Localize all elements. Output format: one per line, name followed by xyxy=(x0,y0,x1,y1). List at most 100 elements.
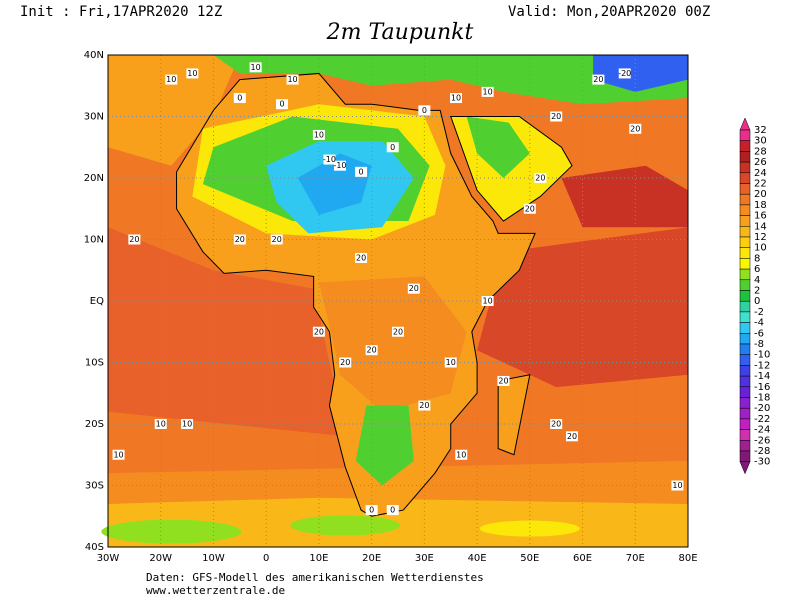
colorbar-band xyxy=(739,247,751,259)
contour-label: 20 xyxy=(367,346,377,355)
colorbar-band xyxy=(739,311,751,323)
madagascar xyxy=(498,374,530,455)
contour-label: 10 xyxy=(187,69,197,78)
colorbar-band xyxy=(739,429,751,441)
contour-label: 20 xyxy=(314,327,324,336)
contour-label: 10 xyxy=(287,75,297,84)
colorbar-band xyxy=(739,386,751,398)
longitude-label: 30E xyxy=(415,553,434,564)
contour-label-box xyxy=(233,234,246,245)
contour-label-box xyxy=(444,357,457,368)
contour-label-box xyxy=(355,166,368,177)
contour-label: 20 xyxy=(535,174,545,183)
contour-label-box xyxy=(270,234,283,245)
contour-label: 20 xyxy=(235,235,245,244)
contour-label: 10 xyxy=(456,450,466,459)
contour-label: 20 xyxy=(593,75,603,84)
contour-label: 0 xyxy=(390,506,395,515)
contour-label-box xyxy=(481,296,494,306)
longitude-label: 60E xyxy=(573,553,592,564)
contour-label: 10 xyxy=(451,94,461,103)
contour-label: -10 xyxy=(333,161,346,170)
colorbar-tip-top xyxy=(739,117,751,131)
central-africa xyxy=(318,276,467,412)
contour-label-box xyxy=(407,283,420,294)
contour-label-box xyxy=(112,449,125,460)
north-atlantic xyxy=(108,55,240,166)
longitude-label: 40E xyxy=(468,553,487,564)
colorbar-label: -10 xyxy=(754,350,770,361)
contour-label-box xyxy=(392,326,404,337)
latitude-label: 40S xyxy=(85,542,104,553)
colorbar-label: -12 xyxy=(754,360,770,371)
colorbar-band xyxy=(739,343,751,355)
colorbar-band xyxy=(739,397,751,409)
contour-label: -20 xyxy=(618,69,631,78)
contour-label-box xyxy=(355,252,368,263)
latitude-label: 10N xyxy=(84,235,104,246)
colorbar-label: 18 xyxy=(754,200,767,211)
colorbar-label: -20 xyxy=(754,403,770,414)
contour-label-box xyxy=(233,93,246,104)
contour-label: 10 xyxy=(156,420,166,429)
indian-ocean-north xyxy=(561,165,688,228)
contour-label-box xyxy=(386,505,399,516)
colorbar-label: -18 xyxy=(754,393,770,404)
contour-label-box xyxy=(618,68,631,79)
contour-label: 10 xyxy=(113,450,123,459)
colorbar-band xyxy=(739,204,751,216)
contour-label: -10 xyxy=(323,155,336,164)
contour-label: 10 xyxy=(483,297,493,306)
contour-label-box xyxy=(418,400,431,411)
contour-label: 10 xyxy=(446,358,456,367)
longitude-label: 20W xyxy=(149,553,172,564)
contour-label-box xyxy=(181,419,194,429)
contour-label-box xyxy=(365,345,378,356)
contour-label: 0 xyxy=(390,143,395,152)
colorbar-band xyxy=(739,161,751,174)
map-title: 2m Taupunkt xyxy=(326,20,474,45)
africa-coast xyxy=(176,72,536,517)
colorbar-band xyxy=(739,354,751,366)
colorbar-label: 22 xyxy=(754,179,767,190)
contour-label-box xyxy=(566,431,578,442)
europe-mideast xyxy=(213,55,689,105)
colorbar-band xyxy=(739,268,751,281)
contour-label-box xyxy=(128,234,141,245)
colorbar-band xyxy=(739,129,751,141)
longitude-label: 0 xyxy=(263,553,269,564)
latitude-label: 30S xyxy=(85,481,104,492)
contour-label: 0 xyxy=(369,506,374,515)
site-url: www.wetterzentrale.de xyxy=(146,584,285,597)
colorbar-label: 26 xyxy=(754,157,767,168)
contour-label-box xyxy=(249,62,262,73)
colorbar-band xyxy=(739,172,751,184)
colorbar-label: 10 xyxy=(754,243,767,254)
colorbar-band xyxy=(739,375,751,388)
latitude-label: 20N xyxy=(84,173,104,184)
contour-label-box xyxy=(592,74,605,85)
colorbar-label: -14 xyxy=(754,371,770,382)
longitude-label: 70E xyxy=(626,553,645,564)
contour-label: 20 xyxy=(551,112,561,121)
contour-label: 20 xyxy=(409,284,419,293)
latitude-label: 10S xyxy=(85,358,104,369)
contour-label: 20 xyxy=(525,204,535,213)
contour-label-box xyxy=(365,505,378,516)
latitude-label: 20S xyxy=(85,419,104,430)
contour-label: 10 xyxy=(314,130,324,139)
longitude-label: 80E xyxy=(678,553,697,564)
himalaya xyxy=(593,55,688,92)
colorbar-band xyxy=(739,193,751,206)
colorbar-band xyxy=(739,418,751,430)
colorbar-band xyxy=(739,236,751,248)
colorbar-band xyxy=(739,300,751,313)
contour-label: 10 xyxy=(182,420,192,429)
contour-label: 0 xyxy=(422,106,427,115)
contour-label-box xyxy=(629,123,642,134)
contour-label: 20 xyxy=(356,253,366,262)
colorbar-label: -28 xyxy=(754,446,770,457)
colorbar-band xyxy=(739,151,751,163)
longitude-label: 20E xyxy=(362,553,381,564)
colorbar-band xyxy=(739,333,751,345)
